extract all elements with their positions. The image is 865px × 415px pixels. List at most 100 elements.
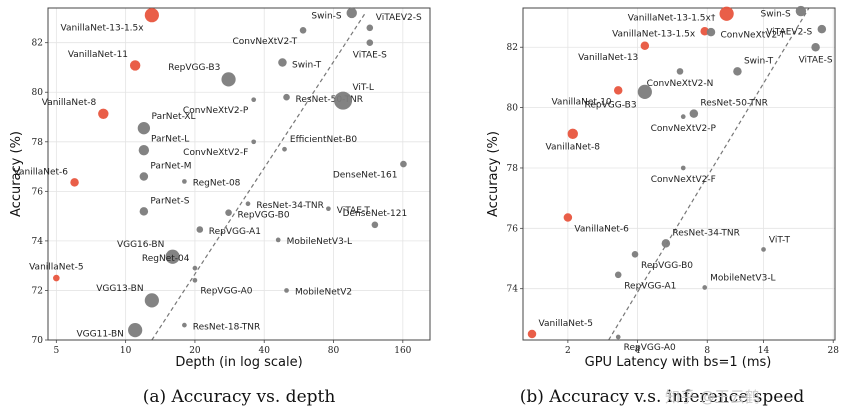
xtick-label-a-4: 80 [328, 346, 340, 356]
point-label-a-5: VGG11-BN [77, 330, 124, 340]
watermark: 知乎 @王云鹤 [665, 388, 760, 406]
point-b-7 [615, 334, 621, 340]
caption-a: (a) Accuracy vs. depth [143, 387, 336, 407]
point-label-a-18: ResNet-18-TNR [193, 322, 260, 332]
point-a-0 [53, 274, 60, 282]
point-label-b-15: ConvNeXtV2-N [647, 79, 714, 89]
point-label-a-30: ViTAE-T [337, 206, 371, 216]
point-label-a-0: VanillaNet-5 [29, 262, 83, 272]
point-label-a-27: Swin-T [292, 61, 322, 71]
ytick-label-a-5: 80 [32, 88, 44, 98]
point-a-18 [182, 322, 187, 328]
point-a-31 [366, 24, 374, 32]
xtick-label-a-1: 10 [120, 346, 132, 356]
point-b-20 [761, 247, 766, 252]
point-a-29 [334, 91, 353, 110]
point-b-3 [613, 86, 623, 95]
point-label-a-7: VGG16-BN [117, 240, 164, 250]
point-label-a-1: VanillaNet-6 [14, 167, 69, 177]
ytick-label-a-0: 70 [32, 336, 44, 346]
point-label-a-17: RepVGG-B3 [168, 63, 220, 73]
point-a-2 [98, 108, 109, 119]
point-label-b-11: ResNet-34-TNR [672, 228, 739, 238]
xtick-label-b-0: 2 [565, 346, 571, 356]
point-label-b-13: ConvNeXtV2-F [651, 175, 716, 185]
point-b-21 [817, 24, 827, 34]
point-a-1 [70, 178, 79, 187]
point-a-11 [137, 122, 151, 135]
point-a-15 [196, 226, 204, 233]
xtick-label-b-2: 8 [704, 346, 710, 356]
point-label-b-21: ViTAEV2-S [766, 27, 812, 37]
ytick-label-b-2: 78 [507, 164, 519, 174]
point-a-16 [225, 209, 232, 216]
point-label-a-23: ConvNeXtV2-T [233, 37, 298, 47]
point-label-b-1: VanillaNet-6 [574, 225, 629, 235]
point-label-b-10: RepVGG-B3 [585, 100, 637, 110]
point-a-34 [400, 160, 407, 168]
point-a-28 [346, 7, 357, 19]
plot-frame-a [47, 7, 431, 341]
point-label-a-33: DenseNet-121 [343, 209, 408, 219]
xtick-label-a-2: 20 [189, 346, 201, 356]
point-b-16 [706, 27, 716, 37]
point-a-8 [139, 207, 149, 216]
point-label-a-20: ResNet-50-TNR [296, 95, 363, 105]
point-label-b-17: MobileNetV3-L [710, 273, 775, 283]
point-a-19 [245, 201, 251, 207]
point-b-10 [637, 84, 652, 100]
point-label-a-16: RepVGG-B0 [238, 210, 290, 220]
point-label-a-28: Swin-S [311, 12, 342, 22]
point-label-a-22: ConvNeXtV2-P [183, 106, 249, 116]
ytick-label-a-2: 74 [32, 237, 44, 247]
ytick-label-a-4: 78 [32, 138, 44, 148]
xtick-label-a-3: 40 [258, 346, 270, 356]
point-label-b-8: RepVGG-A1 [624, 281, 676, 291]
point-b-11 [661, 239, 671, 248]
point-label-b-20: ViT-T [769, 235, 791, 245]
point-label-b-16: ConvNeXtV2-T [721, 30, 786, 40]
xtick-label-a-5: 160 [394, 346, 411, 356]
point-a-21 [251, 139, 257, 145]
ytick-label-a-1: 72 [32, 286, 43, 296]
point-a-12 [192, 265, 198, 271]
y-axis-title-b: Accuracy (%) [486, 131, 501, 217]
point-a-22 [251, 97, 257, 103]
point-label-b-2: VanillaNet-8 [546, 142, 601, 152]
point-a-10 [138, 145, 150, 156]
point-b-13 [680, 165, 686, 171]
point-label-a-6: VGG13-BN [96, 284, 143, 294]
point-label-b-5: VanillaNet-13-1.5x [612, 29, 696, 39]
chart-a: 70 72 74 76 78 80 82 5 10 20 40 80 160 VanillaNet-5 Va… [9, 7, 431, 407]
point-label-a-14: RepVGG-A0 [200, 286, 252, 296]
point-b-17 [702, 285, 708, 290]
point-b-4 [640, 41, 650, 50]
point-a-25 [275, 237, 281, 243]
ytick-label-a-6: 82 [32, 39, 43, 49]
point-label-a-11: ParNet-XL [152, 112, 196, 122]
point-label-a-8: ParNet-S [150, 196, 189, 206]
point-label-b-3: VanillaNet-10 [551, 98, 611, 108]
point-label-a-13: RegNet-08 [193, 179, 241, 189]
point-a-5 [128, 322, 143, 338]
point-a-23 [299, 26, 307, 34]
point-b-9 [631, 250, 639, 258]
point-a-6 [144, 293, 159, 308]
trend-line-a [151, 12, 366, 340]
x-axis-title-a: Depth (in log scale) [175, 355, 302, 370]
point-label-a-3: VanillaNet-11 [68, 50, 128, 60]
point-label-a-24: EfficientNet-B0 [290, 135, 358, 145]
ytick-label-b-4: 82 [507, 43, 518, 53]
point-b-14 [680, 114, 686, 120]
point-label-a-29: ViT-L [352, 83, 373, 93]
xtick-label-b-3: 14 [758, 346, 770, 356]
point-a-14 [192, 277, 198, 283]
point-a-24 [282, 146, 287, 152]
point-b-12 [689, 109, 699, 118]
point-a-17 [221, 72, 236, 87]
point-label-b-0: VanillaNet-5 [539, 319, 593, 329]
point-a-4 [144, 8, 159, 23]
point-a-20 [283, 93, 290, 101]
point-label-a-26: MobileNetV2 [295, 288, 352, 298]
